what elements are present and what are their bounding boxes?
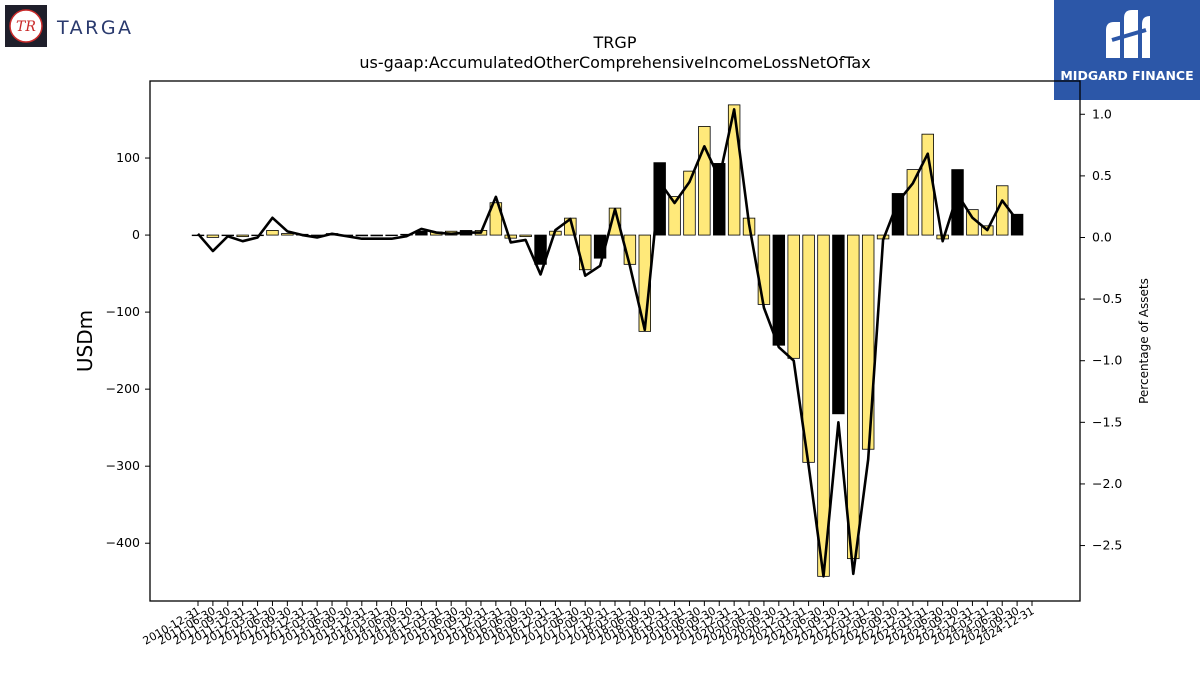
y-tick-label: 0 (132, 227, 140, 242)
y2-tick-label: −2.0 (1092, 476, 1122, 491)
bar (355, 234, 369, 237)
bar (370, 234, 383, 237)
bar (385, 234, 398, 237)
y-tick-label: 100 (116, 150, 140, 165)
bar (504, 234, 517, 239)
chart-subtitle: us-gaap:AccumulatedOtherComprehensiveInc… (359, 53, 870, 72)
bar (266, 230, 279, 236)
bar (519, 234, 532, 238)
bar (787, 234, 800, 359)
bar (698, 126, 711, 236)
midgard-finance-logo: MIDGARD FINANCE (1054, 0, 1200, 100)
y2-tick-label: −1.0 (1092, 353, 1122, 368)
bar (757, 234, 771, 305)
bar (489, 202, 503, 236)
y2-tick-label: −2.5 (1092, 538, 1122, 553)
bar (206, 234, 220, 238)
y-tick-label: −300 (106, 458, 140, 473)
y-axis-label: USDm (73, 310, 97, 372)
y2-axis-label: Percentage of Assets (1137, 278, 1151, 404)
targa-emblem-text: TR (16, 19, 36, 35)
y2-tick-label: 0.5 (1092, 168, 1112, 183)
plot-area (191, 104, 1024, 578)
percentage-line (197, 108, 1019, 578)
midgard-monogram-icon (1106, 10, 1150, 58)
targa-emblem-icon: TR (5, 5, 47, 47)
targa-logo-text: TARGA (57, 17, 134, 39)
targa-logo: TR TARGA (5, 5, 165, 47)
bar (668, 196, 681, 236)
brand-name: MIDGARD FINANCE (1060, 68, 1194, 83)
bar (772, 234, 786, 346)
y-tick-label: −400 (106, 535, 140, 550)
axes: 100 0 −100 −200 −300 −400 1.0 0.5 0.0 −0.5 −1.0 −1.… (106, 106, 1123, 647)
chart-title: TRGP (593, 33, 637, 52)
plot-frame (149, 80, 1081, 602)
bar (727, 104, 741, 236)
bar (653, 162, 666, 236)
y2-tick-label: −1.5 (1092, 414, 1122, 429)
bar (832, 234, 845, 415)
bar (236, 234, 249, 238)
bar (281, 233, 294, 236)
bar (906, 169, 920, 236)
y2-tick-label: 1.0 (1092, 106, 1112, 121)
bar (534, 234, 547, 265)
y2-tick-label: −0.5 (1092, 291, 1122, 306)
bar (1010, 213, 1024, 236)
bar (683, 170, 696, 236)
y2-tick-label: 0.0 (1092, 229, 1112, 244)
bar (713, 163, 726, 236)
y-tick-label: −200 (106, 381, 140, 396)
bar (847, 234, 860, 560)
y-tick-label: −100 (106, 304, 140, 319)
